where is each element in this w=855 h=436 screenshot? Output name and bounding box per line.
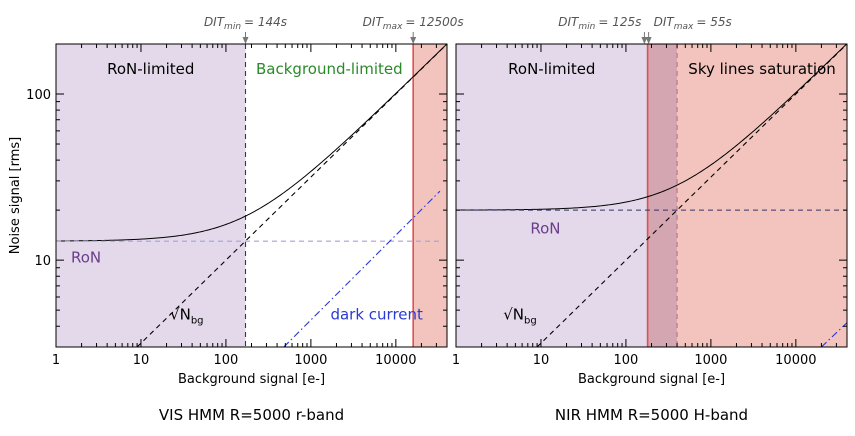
region-band-2 — [245, 44, 414, 347]
region-label: RoN-limited — [508, 60, 595, 78]
x-axis-label: Background signal [e-] — [178, 372, 325, 387]
x-tick-label: 1000 — [294, 353, 327, 368]
dit-label: DITmax = 55s — [654, 15, 732, 32]
annotation-main: √N — [170, 305, 191, 323]
dit-value: = 125s — [598, 15, 641, 29]
dit-value: = 55s — [696, 15, 731, 29]
annotation-label: dark current — [330, 305, 423, 323]
chart-panel-2: RoN-limited Sky lines saturation RoN √Nbg 1 1… — [452, 15, 848, 424]
dit-arrow-head — [410, 37, 417, 44]
annotation-label: √Nbg — [503, 305, 536, 326]
x-tick-label: 10000 — [775, 353, 816, 368]
series-sqrt-bg-line — [136, 44, 447, 347]
x-tick-label: 1000 — [694, 353, 727, 368]
x-tick-label: 1 — [452, 353, 460, 368]
dit-arrow-head — [242, 37, 249, 44]
annotation-subscript: bg — [524, 315, 537, 326]
dit-value: = 12500s — [405, 15, 463, 29]
annotation-label: RoN — [530, 219, 560, 237]
panel-caption: NIR HMM R=5000 H-band — [555, 406, 748, 424]
region-label: RoN-limited — [107, 60, 194, 78]
annotation-label: √Nbg — [170, 305, 203, 326]
dit-base: DIT — [654, 15, 676, 29]
annotation-main: RoN — [530, 219, 560, 237]
dit-subscript: min — [224, 22, 241, 32]
plot-area — [456, 44, 847, 347]
dit-base: DIT — [363, 15, 385, 29]
y-tick-label: 100 — [26, 88, 51, 103]
dit-base: DIT — [204, 15, 226, 29]
region-label: Sky lines saturation — [688, 60, 835, 78]
series-dark-line — [821, 322, 847, 347]
dit-label: DITmin = 144s — [204, 15, 287, 32]
region-band-1 — [56, 44, 246, 347]
x-tick-label: 10 — [533, 353, 550, 368]
annotation-main: dark current — [330, 305, 423, 323]
series-total-line — [56, 44, 447, 242]
x-tick-label: 1 — [52, 353, 60, 368]
x-tick-label: 10000 — [375, 353, 416, 368]
dit-base: DIT — [558, 15, 580, 29]
y-axis-label: Noise signal [rms] — [8, 137, 23, 254]
region-label: Background-limited — [256, 60, 403, 78]
x-axis-label: Background signal [e-] — [578, 372, 725, 387]
annotation-label: RoN — [71, 248, 101, 266]
region-band-3 — [677, 44, 847, 347]
series-sqrt-bg-line — [536, 44, 847, 347]
dit-subscript: min — [578, 22, 595, 32]
dit-arrow-head — [645, 37, 652, 44]
annotation-main: √N — [503, 305, 524, 323]
dit-subscript: max — [383, 22, 403, 32]
dit-arrow-head — [641, 37, 648, 44]
plot-area — [56, 44, 447, 347]
x-tick-label: 100 — [214, 353, 239, 368]
region-band-3 — [413, 44, 447, 347]
annotation-subscript: bg — [191, 315, 204, 326]
dit-value: = 144s — [244, 15, 287, 29]
y-tick-label: 10 — [34, 254, 51, 269]
panel-caption: VIS HMM R=5000 r-band — [159, 406, 344, 424]
annotation-main: RoN — [71, 248, 101, 266]
chart-panel-1: RoN-limited Background-limited RoN √Nbg dark… — [8, 15, 464, 424]
x-tick-label: 100 — [614, 353, 639, 368]
dit-label: DITmin = 125s — [558, 15, 641, 32]
dit-label: DITmax = 12500s — [363, 15, 464, 32]
region-band-1 — [456, 44, 648, 347]
dit-subscript: max — [674, 22, 694, 32]
x-tick-label: 10 — [133, 353, 150, 368]
